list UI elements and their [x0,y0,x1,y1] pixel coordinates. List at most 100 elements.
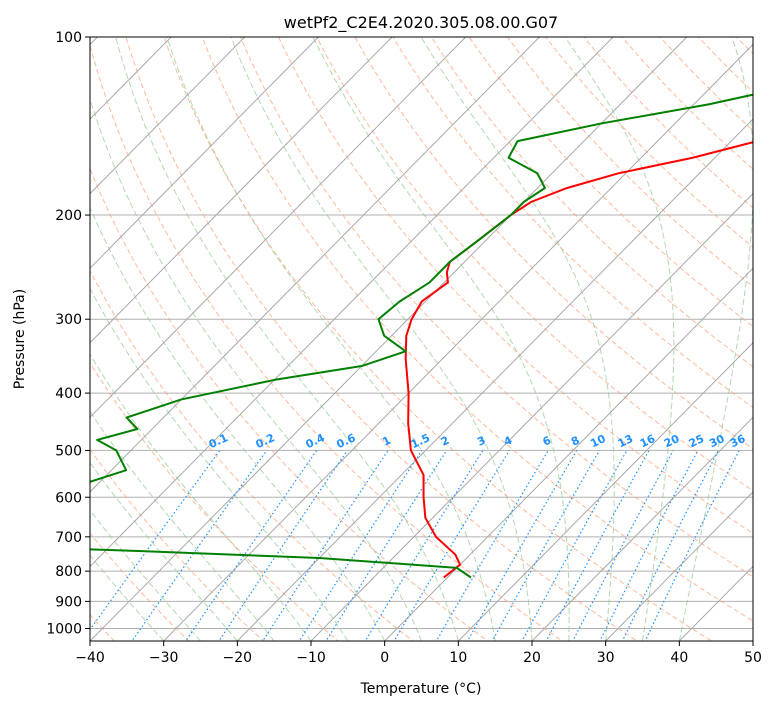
y-axis: 100 200 300 400 500 600 700 800 900 1000 [46,30,90,637]
y-tick-label: 300 [55,312,82,328]
mixing-ratio-line [262,450,389,641]
dry-adiabat-line [354,37,753,450]
mixing-ratio-line [521,450,628,641]
grid-lines [90,37,753,629]
y-tick-label: 200 [55,208,82,224]
mixing-ratio-label: 25 [687,432,706,450]
moist-adiabat-line [90,206,386,641]
mixing-ratio-line [298,450,423,641]
dry-adiabat-line [545,37,753,248]
series-lines [90,93,753,579]
y-tick-label: 600 [55,490,82,506]
dry-adiabat-line [468,37,753,327]
x-tick-label: 20 [523,650,541,666]
isotherm-line [236,118,753,641]
dry-adiabat-line [392,37,753,409]
mixing-ratio-line [185,450,318,641]
temperature-profile-line [404,141,753,579]
dry-adiabat-line [90,167,489,641]
mixing-ratio-line [131,450,268,641]
mixing-ratio-line [621,450,719,641]
dewpoint-profile-line [90,93,753,579]
isotherm-line [383,267,753,641]
x-axis-title: Temperature (°C) [360,681,482,697]
mixing-ratio-line [466,450,578,641]
mixing-ratio-line [218,450,348,641]
plot-frame [89,36,754,642]
y-tick-label: 900 [55,594,82,610]
dry-adiabat-line [621,37,753,170]
isotherm-line [90,37,246,195]
moist-adiabat-line [420,37,615,641]
x-tick-label: 40 [670,650,688,666]
x-tick-label: 50 [744,650,762,666]
isotherm-line [90,37,320,269]
moist-adiabat-line [564,37,675,641]
moist-adiabat-line [90,509,201,641]
dry-adiabat-line [163,37,713,641]
plot-background [90,37,753,641]
y-tick-label: 500 [55,443,82,459]
moist-adiabat-line [312,37,570,641]
chart-title: wetPf2_C2E4.2020.305.08.00.G07 [284,13,558,33]
dry-adiabat-line [239,37,753,578]
y-tick-label: 1000 [46,621,82,637]
moist-adiabat-line [90,410,275,641]
dry-adiabat-line [278,37,753,534]
dry-adiabat-line [90,532,190,641]
mixing-ratio-label: 36 [728,432,748,450]
isotherm-line [310,192,753,641]
isotherm-line [90,37,467,419]
dry-adiabat-line [659,37,753,132]
isotherm-line [604,491,753,641]
y-tick-label: 400 [55,386,82,402]
dry-adiabat-line [201,37,753,622]
isotherms [90,37,753,641]
x-tick-label: −40 [75,650,105,666]
isotherm-line [457,342,753,641]
moist-adiabat-line [90,97,422,641]
moist-adiabat-line [90,461,238,641]
x-tick-label: −10 [296,650,326,666]
x-tick-label: 0 [380,650,389,666]
x-tick-label: −30 [149,650,179,666]
mixing-ratio-line [435,450,549,641]
mixing-ratio-label: 16 [638,432,658,450]
isotherm-line [90,37,614,568]
moist-adiabat-line [166,37,496,641]
y-tick-label: 700 [55,530,82,546]
isotherm-line [90,37,172,120]
isotherm-line [90,37,541,493]
y-axis-title: Pressure (hPa) [12,289,28,389]
moist-adiabat-line [230,37,533,641]
isotherm-line [90,37,393,344]
dry-adiabat-line [90,43,564,641]
moist-adiabat-line [115,37,459,641]
dry-adiabat-line [316,37,753,492]
mixing-ratio-label: 30 [707,432,727,450]
isotherm-line [531,416,753,641]
mixing-ratio-label: 20 [662,432,682,450]
dry-adiabat-line [90,448,265,641]
x-tick-label: 10 [449,650,467,666]
moist-adiabat-line [678,37,753,641]
isotherm-line [90,37,688,641]
mixing-ratio-line [491,450,601,641]
mixing-ratio-lines [90,450,740,641]
mixing-ratio-line [599,450,699,641]
isotherm-line [162,43,753,641]
moist-adiabats [90,37,753,641]
moist-adiabat-line [90,353,312,641]
moist-adiabat-line [90,554,165,641]
x-axis: −40 −30 −20 −10 0 10 20 30 40 50 [75,641,762,666]
y-tick-label: 100 [55,30,82,46]
mixing-ratio-line [393,450,510,641]
y-tick-label: 800 [55,564,82,580]
x-tick-label: 30 [597,650,615,666]
dry-adiabat-line [430,37,753,368]
moist-adiabat-line [90,287,349,641]
dry-adiabat-line [90,269,414,641]
mixing-ratio-label: 13 [616,432,635,450]
mixing-ratio-line [644,450,740,641]
